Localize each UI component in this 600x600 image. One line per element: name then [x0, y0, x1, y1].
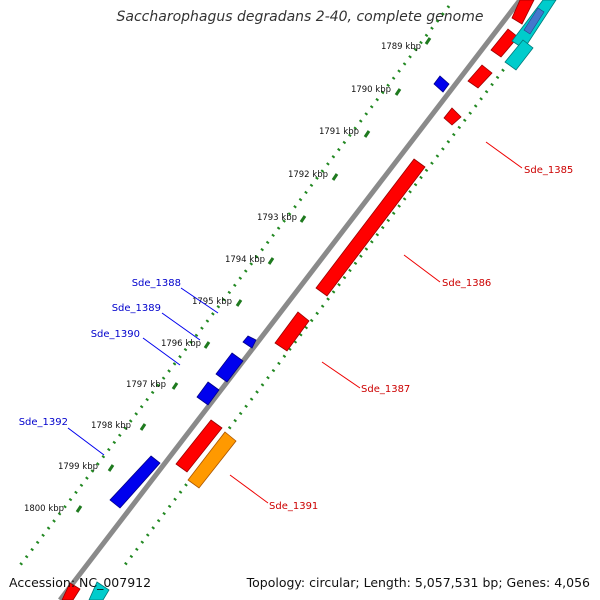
gene-plus[interactable] — [511, 0, 535, 25]
gene-label-sde-1389[interactable]: Sde_1389 — [112, 303, 161, 314]
kbp-labels: 1789 kbp 1790 kbp 1791 kbp 1792 kbp 1793… — [24, 42, 421, 514]
kbp-tick — [139, 423, 147, 431]
inner-ruler-track — [119, 47, 522, 571]
gene-label-sde-1391[interactable]: Sde_1391 — [269, 501, 318, 512]
kbp-label: 1789 kbp — [381, 42, 421, 52]
leader-line — [180, 287, 219, 314]
leader-line — [321, 361, 361, 389]
gene-cyan[interactable] — [88, 581, 110, 600]
accession-text: Accession: NC_007912 — [9, 575, 152, 590]
kbp-label: 1792 kbp — [288, 170, 328, 180]
genome-backbone — [58, 0, 522, 600]
kbp-ticks — [75, 37, 432, 513]
gene-sde-1388[interactable] — [242, 335, 257, 349]
kbp-label: 1793 kbp — [257, 213, 297, 223]
gene-sde-1391[interactable] — [187, 431, 237, 489]
leader-line — [67, 427, 105, 456]
leader-line — [229, 474, 269, 504]
gene-plus[interactable] — [175, 419, 223, 473]
map-title: Saccharophagus degradans 2-40, complete … — [116, 9, 484, 25]
gene-sde-1386[interactable] — [315, 158, 426, 297]
kbp-tick — [235, 299, 243, 307]
kbp-label: 1790 kbp — [351, 85, 391, 95]
gene-label-sde-1387[interactable]: Sde_1387 — [361, 384, 410, 395]
kbp-label: 1799 kbp — [58, 462, 98, 472]
kbp-tick — [363, 130, 371, 138]
kbp-tick — [299, 215, 307, 223]
kbp-label: 1797 kbp — [126, 380, 166, 390]
gene-label-sde-1390[interactable]: Sde_1390 — [91, 329, 140, 340]
topology-text: Topology: circular; Length: 5,057,531 bp… — [246, 575, 590, 590]
kbp-tick — [203, 341, 211, 349]
gene-label-sde-1386[interactable]: Sde_1386 — [442, 278, 491, 289]
kbp-label: 1791 kbp — [319, 127, 359, 137]
kbp-label: 1794 kbp — [225, 255, 265, 265]
leader-line — [485, 141, 523, 169]
gene-plus[interactable] — [467, 64, 493, 89]
gene-plus[interactable] — [61, 582, 81, 600]
gene-sde-1387[interactable] — [274, 311, 310, 352]
kbp-label: 1795 kbp — [192, 297, 232, 307]
kbp-tick — [267, 257, 275, 265]
gene-minus[interactable] — [433, 75, 450, 93]
kbp-label: 1800 kbp — [24, 504, 64, 514]
plus-leader-lines — [229, 141, 523, 504]
kbp-label: 1798 kbp — [91, 421, 131, 431]
gene-blue-stripe[interactable] — [523, 7, 545, 35]
leader-line — [403, 254, 441, 283]
minus-leader-lines — [67, 287, 219, 456]
kbp-tick — [75, 505, 83, 513]
leader-line — [161, 312, 201, 341]
cyan-genes — [88, 0, 557, 600]
kbp-tick — [424, 37, 432, 45]
gene-sde-1390[interactable] — [196, 381, 220, 406]
gene-label-sde-1388[interactable]: Sde_1388 — [132, 278, 181, 289]
gene-plus[interactable] — [490, 28, 519, 58]
gene-sde-1385[interactable] — [443, 107, 462, 126]
plus-strand-genes — [61, 0, 535, 600]
leader-line — [142, 337, 181, 366]
gene-sde-1392[interactable] — [109, 455, 161, 509]
kbp-label: 1796 kbp — [161, 339, 201, 349]
minus-gene-labels: Sde_1388 Sde_1389 Sde_1390 Sde_1392 — [19, 278, 181, 428]
minus-strand-genes — [109, 75, 450, 509]
plus-gene-labels: Sde_1385 Sde_1386 Sde_1387 Sde_1391 — [269, 165, 573, 512]
gene-sde-1389[interactable] — [215, 352, 244, 383]
kbp-tick — [331, 173, 339, 181]
kbp-tick — [107, 464, 115, 472]
outer-ruler-track — [16, 5, 451, 569]
gene-label-sde-1392[interactable]: Sde_1392 — [19, 417, 68, 428]
gene-cyan[interactable] — [504, 39, 534, 71]
kbp-tick — [171, 382, 179, 390]
gene-label-sde-1385[interactable]: Sde_1385 — [524, 165, 573, 176]
kbp-tick — [394, 88, 402, 96]
